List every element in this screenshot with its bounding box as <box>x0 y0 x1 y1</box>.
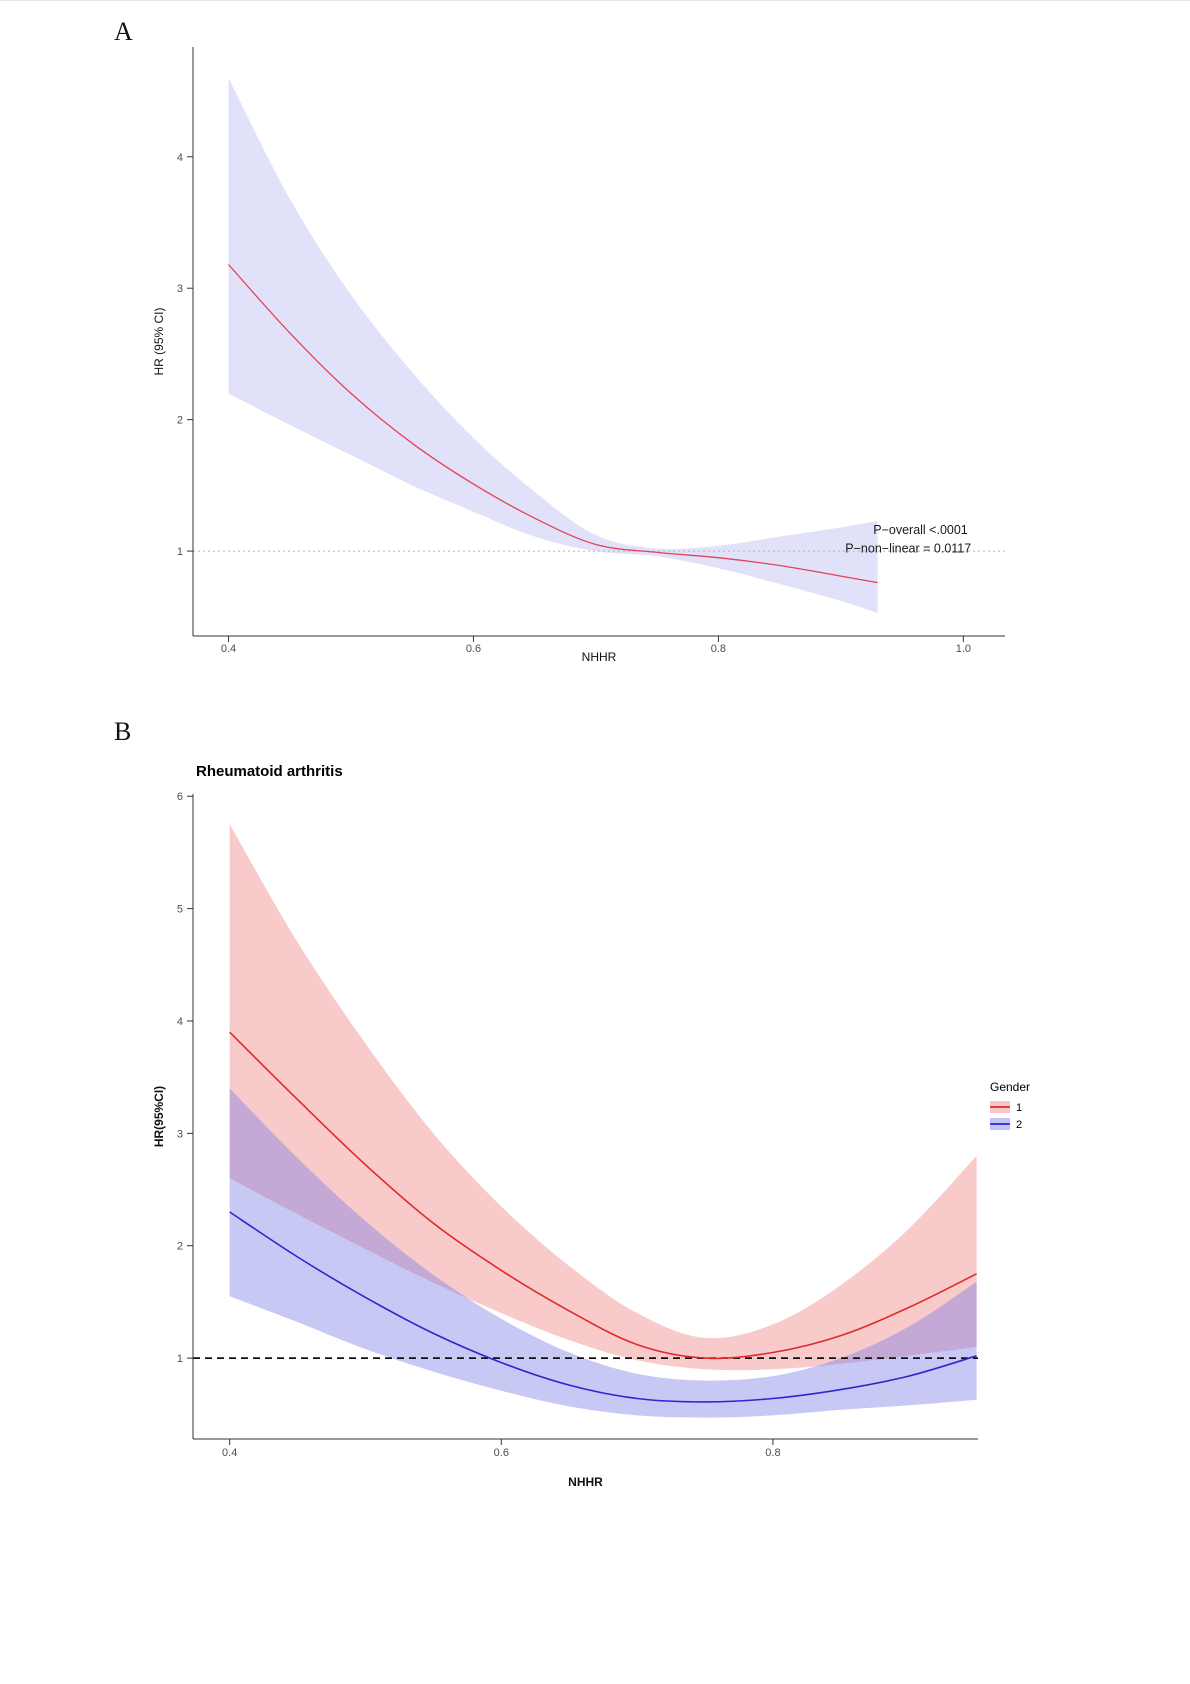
panel-a-x-tick-label: 1.0 <box>956 643 971 655</box>
panel-b-legend-title: Gender <box>990 1080 1030 1094</box>
panel-a-y-tick-label: 1 <box>177 546 183 558</box>
panel-b-gender-1-confidence-band <box>229 824 977 1371</box>
panel-b-chart: 0.4 0.6 0.8 1 2 3 4 5 6 NHHR HR(95%CI) Rheumatoid a… <box>152 763 1030 1489</box>
panel-b-gender-1-line <box>229 1031 977 1360</box>
panel-a-y-axis-title: HR (95% CI) <box>152 307 166 375</box>
panel-a-chart: 0.4 0.6 0.8 1.0 1 2 3 4 NHHR HR (95% CI) P−overall… <box>152 47 1005 664</box>
panel-a-x-tick-label: 0.8 <box>711 643 726 655</box>
panel-a-hr-line <box>228 264 878 584</box>
panel-a-label: A <box>114 17 133 46</box>
panel-a-hr-confidence-band <box>228 77 878 613</box>
panel-b-y-tick-label: 4 <box>177 1016 183 1028</box>
panel-b-y-tick-label: 5 <box>177 904 183 916</box>
panel-a-annotation-1: P−non−linear = 0.0117 <box>845 541 971 555</box>
panel-b-y-tick-label: 6 <box>177 791 183 803</box>
panel-b-x-axis-title: NHHR <box>568 1475 603 1489</box>
panel-a-x-tick-label: 0.6 <box>466 643 481 655</box>
panel-b-x-tick-label: 0.8 <box>765 1447 780 1459</box>
panel-b-x-tick-label: 0.4 <box>222 1447 237 1459</box>
panel-a-y-tick-label: 3 <box>177 283 183 295</box>
panel-a-x-tick-label: 0.4 <box>221 643 236 655</box>
panel-b-gender-2-line <box>229 1211 977 1403</box>
panel-a-y-tick-label: 4 <box>177 152 183 164</box>
panel-b-legend-item-label: 2 <box>1016 1119 1022 1131</box>
panel-b-x-tick-label: 0.6 <box>494 1447 509 1459</box>
panel-b-y-tick-label: 2 <box>177 1241 183 1253</box>
panel-b-label: B <box>114 717 132 746</box>
panel-b-title: Rheumatoid arthritis <box>196 763 343 780</box>
panel-a-annotation-0: P−overall <.0001 <box>873 523 968 537</box>
panel-a-y-tick-label: 2 <box>177 415 183 427</box>
panel-a-x-axis-title: NHHR <box>582 650 617 664</box>
panel-b-y-axis-title: HR(95%CI) <box>152 1086 166 1147</box>
panel-b-y-tick-label: 1 <box>177 1353 183 1365</box>
panel-b-legend-item-label: 1 <box>1016 1102 1022 1114</box>
panel-b-gender-2-confidence-band <box>229 1088 977 1418</box>
panel-b-y-tick-label: 3 <box>177 1128 183 1140</box>
